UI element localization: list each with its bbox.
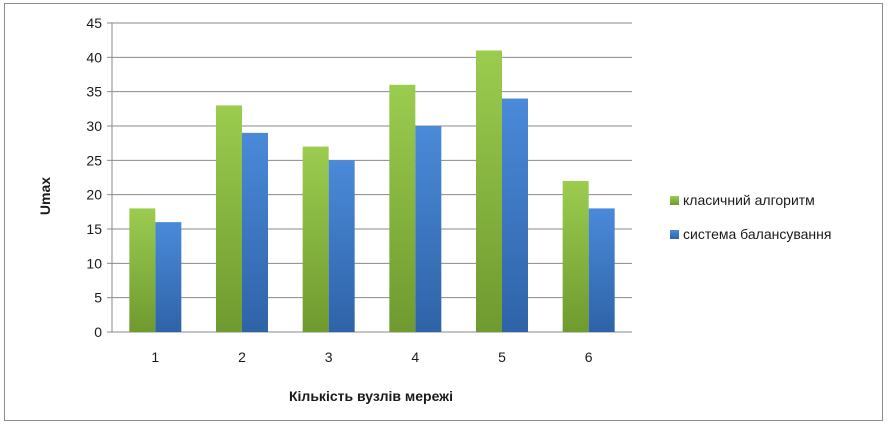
y-tick-label: 0 [94,324,102,340]
x-tick-label: 1 [151,349,159,365]
y-tick-label: 40 [86,49,102,65]
bar-balancing-5 [502,98,528,333]
y-tick-label: 15 [86,221,102,237]
x-tick-label: 5 [498,349,506,365]
y-tick-label: 20 [86,187,102,203]
y-tick-label: 5 [94,290,102,306]
legend: класичний алгоритм система балансування [670,192,831,242]
bar-balancing-1 [155,222,182,332]
bar-balancing-2 [242,132,268,332]
legend-label-balancing: система балансування [683,226,831,242]
bar-classic-5 [476,50,502,332]
bar-balancing-6 [588,208,615,332]
y-tick-label: 45 [86,15,102,31]
legend-label-classic: класичний алгоритм [683,192,815,208]
x-tick-label: 3 [325,349,333,365]
y-tick-label: 35 [86,84,102,100]
x-axis-title: Кількість вузлів мережі [289,388,453,404]
gridlines [107,22,632,333]
y-axis-ticks: 0 5 10 15 20 25 30 35 40 45 [86,15,102,340]
y-tick-label: 30 [86,118,102,134]
bar-balancing-4 [415,126,442,332]
bar-classic-4 [389,84,416,332]
bar-classic-2 [216,105,242,333]
legend-swatch-balancing [670,230,679,239]
y-tick-label: 25 [86,152,102,168]
x-tick-label: 2 [238,349,246,365]
x-tick-label: 6 [585,349,593,365]
bars-group [129,50,615,333]
bar-balancing-3 [328,160,355,332]
y-tick-label: 10 [86,255,102,271]
bar-classic-3 [302,146,329,332]
x-tick-label: 4 [411,349,419,365]
x-axis-ticks: 1 2 3 4 5 6 [151,349,592,365]
bar-classic-6 [562,180,589,332]
legend-swatch-classic [670,196,679,205]
y-axis-title: Umax [37,177,53,215]
bar-classic-1 [129,208,156,332]
